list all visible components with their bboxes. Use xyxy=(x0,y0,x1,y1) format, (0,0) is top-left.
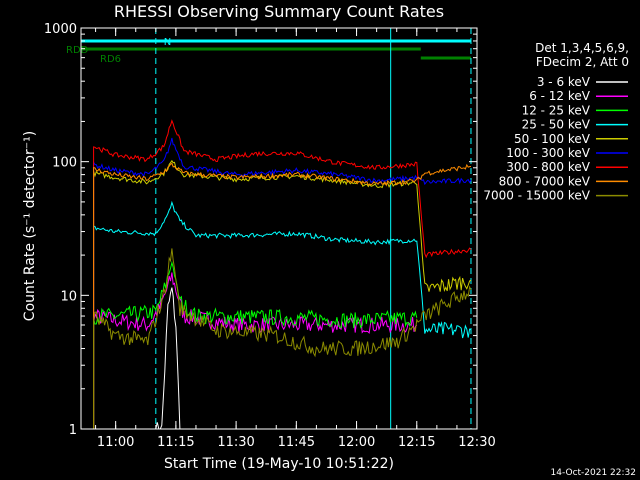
y-tick-label: 1000 xyxy=(44,22,77,37)
axes: 1 10 100 1000 11:00 11:15 11:30 11:45 12:00 12:15… xyxy=(44,22,496,450)
series-line xyxy=(93,272,418,429)
instrument-flags: N RDD RD6 xyxy=(66,37,471,65)
x-tick-label: 11:15 xyxy=(157,435,194,450)
legend: Det 1,3,4,5,6,9, FDecim 2, Att 0 3 - 6 k… xyxy=(483,41,629,203)
legend-label: 300 - 800 keV xyxy=(506,160,590,174)
generated-timestamp: 14-Oct-2021 22:32 xyxy=(551,468,636,478)
legend-label: 12 - 25 keV xyxy=(522,103,591,117)
x-tick-label: 12:00 xyxy=(338,435,375,450)
series-line xyxy=(93,159,472,429)
y-axis-label: Count Rate (s⁻¹ detector⁻¹) xyxy=(22,131,38,321)
series-line xyxy=(93,248,472,429)
chart-title: RHESSI Observing Summary Count Rates xyxy=(114,2,444,21)
x-tick-label: 11:30 xyxy=(217,435,254,450)
flag-label-n: N xyxy=(164,37,171,48)
series-line xyxy=(93,137,472,429)
y-tick-label: 1 xyxy=(69,423,77,438)
legend-label: 3 - 6 keV xyxy=(537,75,591,89)
legend-label: 100 - 300 keV xyxy=(506,146,590,160)
series-line xyxy=(93,260,418,429)
y-tick-label: 10 xyxy=(60,289,77,304)
legend-header-decimation: FDecim 2, Att 0 xyxy=(536,55,629,69)
x-axis-label: Start Time (19-May-10 10:51:22) xyxy=(164,456,394,472)
series-line xyxy=(93,162,472,429)
legend-label: 7000 - 15000 keV xyxy=(483,189,590,203)
legend-label: 800 - 7000 keV xyxy=(499,174,591,188)
flag-label-rdd: RDD xyxy=(66,45,89,56)
x-tick-label: 11:45 xyxy=(278,435,315,450)
x-tick-label: 12:15 xyxy=(398,435,435,450)
legend-label: 50 - 100 keV xyxy=(514,132,591,146)
flag-label-rd6: RD6 xyxy=(100,54,121,65)
y-tick-label: 100 xyxy=(52,156,77,171)
plot-area xyxy=(93,28,472,430)
plot-frame xyxy=(80,27,478,430)
x-tick-label: 12:30 xyxy=(458,435,495,450)
x-tick-label: 11:00 xyxy=(97,435,134,450)
series-line xyxy=(93,200,472,429)
legend-label: 6 - 12 keV xyxy=(529,89,591,103)
legend-header-detectors: Det 1,3,4,5,6,9, xyxy=(535,41,629,55)
legend-label: 25 - 50 keV xyxy=(522,118,591,132)
series-line xyxy=(93,119,472,429)
